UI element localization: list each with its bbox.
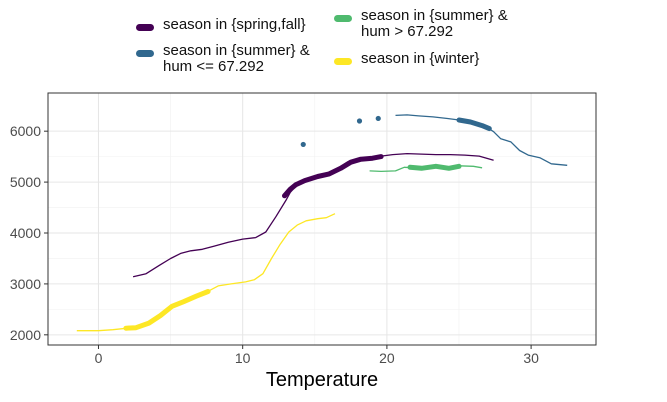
legend-label: season in {summer} & hum <= 67.292 (163, 42, 310, 75)
legend-label: season in {summer} & hum > 67.292 (361, 7, 508, 40)
series-spring-fall (132, 152, 494, 278)
legend-key-spring-fall (136, 24, 154, 31)
series-highlight-summer-low-hum (456, 117, 492, 132)
x-tick-label: 20 (379, 350, 395, 366)
y-tick-label: 4000 (10, 225, 41, 241)
y-tick-label: 3000 (10, 276, 41, 292)
plot-panel (47, 92, 597, 346)
series-point-summer-low-hum (356, 118, 363, 124)
series-summer-low-hum (300, 114, 568, 166)
legend-key-summer-low-hum (136, 50, 154, 57)
x-tick-label: 10 (235, 350, 251, 366)
x-axis-title: Temperature (266, 369, 378, 391)
gridlines (48, 93, 596, 345)
series-point-summer-low-hum (300, 141, 306, 148)
y-tick-label: 6000 (10, 123, 41, 139)
x-tick-label: 30 (523, 350, 539, 366)
legend: season in {spring,fall} season in {summe… (136, 8, 556, 80)
legend-label: season in {spring,fall} (163, 16, 306, 33)
series-line-winter (76, 213, 336, 332)
y-tick-label: 5000 (10, 174, 41, 190)
series-winter (76, 213, 336, 332)
legend-item-winter: season in {winter} (334, 51, 479, 67)
series-layer (76, 114, 568, 332)
series-highlight-winter (123, 289, 211, 331)
axis-ticks: 0 10 20 30 2000 3000 4000 5000 6000 (10, 123, 539, 366)
x-tick-label: 0 (95, 350, 103, 366)
legend-key-winter (334, 58, 352, 65)
legend-key-summer-high-hum (334, 15, 352, 22)
legend-item-summer-low-hum: season in {summer} & hum <= 67.292 (136, 43, 310, 75)
series-highlight-summer-high-hum (407, 163, 462, 171)
legend-item-spring-fall: season in {spring,fall} (136, 17, 306, 33)
series-point-summer-low-hum (375, 115, 381, 122)
series-summer-high-hum (369, 163, 483, 173)
series-line-summer-low-hum (395, 114, 568, 166)
y-tick-label: 2000 (10, 327, 41, 343)
series-highlight-spring-fall (282, 154, 384, 199)
legend-item-summer-high-hum: season in {summer} & hum > 67.292 (334, 8, 508, 40)
legend-label: season in {winter} (361, 50, 480, 67)
